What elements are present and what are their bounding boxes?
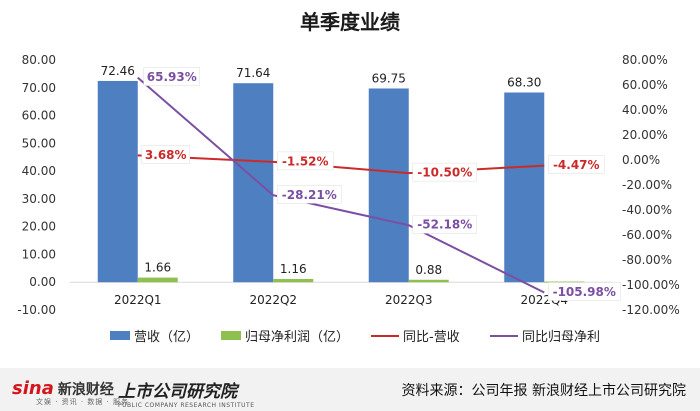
legend-label: 同比归母净利 [522, 330, 600, 345]
line-value-label: -10.50% [417, 166, 472, 180]
left-tick-label: 60.00 [22, 109, 56, 123]
bar-value-label: 1.16 [280, 262, 307, 276]
chart-title: 单季度业绩 [300, 10, 400, 34]
line-label-bg [412, 214, 477, 234]
line-profit-yoy [137, 76, 545, 294]
bar-net-profit [408, 279, 449, 283]
category-label: 2022Q3 [385, 293, 433, 307]
line-label-bg [143, 67, 200, 86]
bar-value-label: 68.30 [507, 76, 541, 90]
right-tick-label: -100.00% [622, 278, 680, 292]
bar-net-profit [273, 279, 314, 283]
left-tick-label: 80.00 [22, 53, 56, 67]
line-value-label: -28.21% [282, 188, 337, 202]
category-label: 2022Q2 [249, 293, 297, 307]
left-tick-label: 40.00 [22, 164, 56, 178]
bar-value-label: 0.88 [415, 263, 442, 277]
line-value-label: -4.47% [553, 158, 600, 172]
bar-value-label: 71.64 [236, 66, 270, 80]
legend-label: 同比-营收 [403, 330, 460, 345]
institute-logo: 上市公司研究院 PUBLIC COMPANY RESEARCH INSTITUT… [118, 377, 254, 409]
bar-revenue [504, 92, 545, 283]
bar-net-profit [137, 277, 178, 283]
left-tick-label: 20.00 [22, 220, 56, 234]
footer-bar: sina 新浪财经 文娱 · 资讯 · 数据 · 服务 上市公司研究院 PUBLI… [0, 368, 700, 411]
left-tick-label: 30.00 [22, 192, 56, 206]
line-value-label: -1.52% [282, 154, 329, 168]
right-tick-label: -40.00% [622, 203, 672, 217]
line-label-bg [141, 145, 190, 164]
bar-revenue [368, 88, 409, 283]
line-label-bg [412, 162, 477, 182]
line-value-label: -105.98% [553, 285, 616, 299]
bars-layer [97, 80, 585, 283]
bar-value-label: 69.75 [372, 71, 406, 85]
right-tick-label: -60.00% [622, 228, 672, 242]
sina-logo: sina 新浪财经 文娱 · 资讯 · 数据 · 服务 [12, 378, 129, 407]
right-axis-ticks: -120.00% -100.00% -80.00% -60.00% -40.00% -20… [622, 53, 680, 317]
line-label-bg [277, 151, 334, 171]
chart-canvas: -10.00 0.00 10.00 20.00 30.00 40.00 50.00 60.00… [17, 53, 680, 345]
legend-label: 营收（亿） [134, 330, 199, 345]
right-tick-label: 20.00% [622, 128, 668, 142]
data-labels: 72.46 71.64 69.75 68.30 1.66 1.16 0.88 3.68% -1.… [101, 64, 621, 301]
legend: 营收（亿） 归母净利润（亿） 同比-营收 同比归母净利 [110, 330, 600, 345]
right-tick-label: 80.00% [622, 53, 668, 67]
left-tick-label: 0.00 [29, 275, 56, 289]
legend-swatch [110, 331, 130, 340]
sina-logo-text: sina [12, 378, 54, 399]
right-tick-label: -20.00% [622, 178, 672, 192]
left-tick-label: 70.00 [22, 81, 56, 95]
right-tick-label: 60.00% [622, 78, 668, 92]
right-tick-label: -80.00% [622, 253, 672, 267]
bar-value-label: 1.66 [144, 261, 171, 275]
line-value-label: 65.93% [147, 70, 197, 84]
legend-label: 归母净利润（亿） [245, 330, 349, 345]
sina-finance-text: 新浪财经 [57, 382, 114, 398]
bar-revenue [97, 80, 138, 283]
line-label-bg [277, 185, 342, 204]
left-axis-ticks: -10.00 0.00 10.00 20.00 30.00 40.00 50.00 60.00… [17, 53, 56, 317]
line-value-label: -52.18% [417, 218, 472, 232]
left-tick-label: -10.00 [17, 303, 56, 317]
left-tick-label: 10.00 [22, 247, 56, 261]
line-label-bg [548, 155, 605, 174]
legend-swatch [221, 331, 241, 340]
bar-net-profit [544, 281, 585, 283]
line-revenue-yoy [137, 154, 545, 175]
line-label-bg [548, 282, 621, 301]
category-labels: 2022Q1 2022Q2 2022Q3 2022Q4 [114, 293, 568, 307]
institute-logo-text: 上市公司研究院 [118, 382, 237, 402]
right-tick-label: -120.00% [622, 303, 680, 317]
right-tick-label: 0.00% [622, 153, 660, 167]
right-tick-label: 40.00% [622, 103, 668, 117]
line-value-label: 3.68% [145, 148, 187, 162]
category-label: 2022Q1 [114, 293, 162, 307]
bar-revenue [233, 83, 274, 283]
institute-logo-en: PUBLIC COMPANY RESEARCH INSTITUTE [118, 402, 255, 409]
bar-value-label: 72.46 [101, 64, 135, 78]
left-tick-label: 50.00 [22, 136, 56, 150]
source-note: 资料来源：公司年报 新浪财经上市公司研究院 [401, 383, 686, 399]
sina-subtitle: 文娱 · 资讯 · 数据 · 服务 [36, 398, 130, 406]
